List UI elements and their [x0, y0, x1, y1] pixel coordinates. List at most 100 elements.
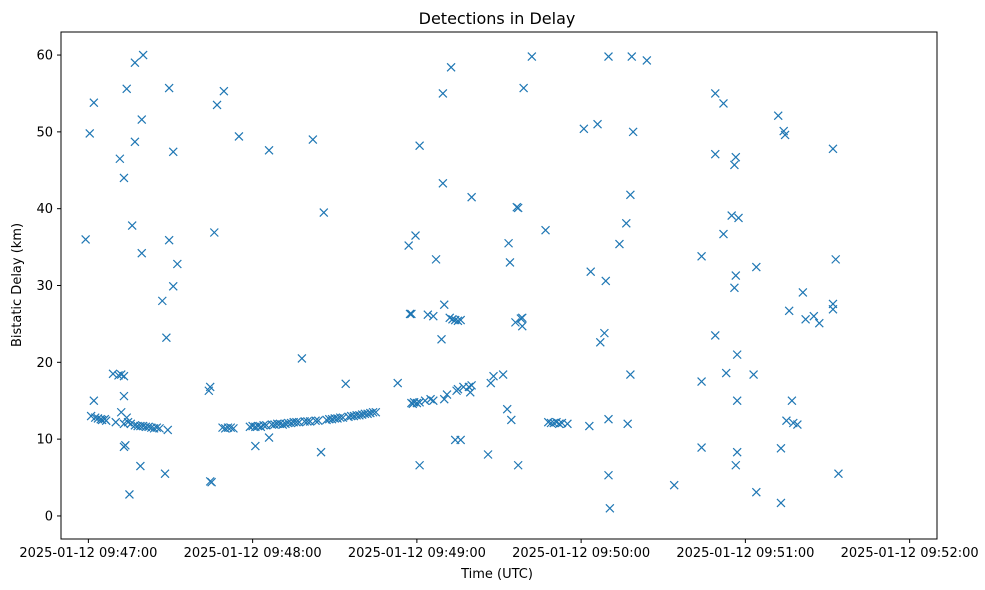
data-point — [814, 318, 824, 328]
data-point — [563, 419, 572, 429]
data-point — [445, 313, 455, 323]
data-point — [137, 248, 147, 258]
data-point — [420, 396, 430, 406]
data-point — [730, 160, 739, 170]
data-point — [335, 413, 345, 423]
data-point — [498, 370, 508, 380]
data-point — [595, 337, 605, 347]
data-point — [502, 404, 512, 414]
y-tick-label: 50 — [36, 125, 53, 140]
data-point — [439, 300, 449, 310]
data-point — [773, 111, 783, 121]
data-point — [749, 370, 759, 380]
data-point — [489, 371, 498, 381]
chart-title: Detections in Delay — [419, 9, 576, 28]
data-point — [437, 334, 446, 344]
data-point — [628, 127, 638, 137]
y-tick-label: 10 — [36, 433, 53, 448]
data-point — [465, 387, 475, 397]
data-point — [311, 416, 321, 426]
data-point — [119, 173, 129, 183]
data-point — [120, 440, 130, 450]
data-point — [431, 254, 441, 264]
data-point — [734, 213, 743, 223]
data-point — [130, 58, 140, 68]
data-point — [446, 62, 456, 72]
y-tick-label: 40 — [36, 202, 53, 217]
data-point — [599, 328, 609, 338]
data-point — [415, 460, 425, 470]
data-point — [152, 423, 162, 433]
data-point — [517, 313, 527, 323]
data-point — [256, 422, 266, 432]
data-point — [798, 287, 808, 297]
y-tick-label: 0 — [45, 509, 53, 524]
x-axis: 2025-01-12 09:47:00 2025-01-12 09:48:00 20… — [19, 539, 979, 561]
data-point — [554, 419, 564, 429]
data-point — [368, 407, 378, 417]
data-point — [108, 369, 118, 379]
y-tick-label: 30 — [36, 279, 53, 294]
data-point — [782, 416, 791, 426]
data-point — [371, 407, 381, 417]
data-point — [155, 423, 164, 433]
data-point — [438, 178, 448, 188]
data-point — [308, 135, 318, 144]
data-point — [341, 379, 351, 389]
data-point — [519, 83, 529, 93]
data-point — [122, 84, 132, 94]
data-point — [625, 370, 635, 380]
plot-area — [81, 50, 843, 513]
data-point — [467, 380, 477, 390]
data-point — [144, 422, 154, 432]
y-tick-label: 60 — [36, 49, 53, 64]
data-point — [428, 311, 438, 321]
data-point — [642, 55, 652, 65]
data-point — [669, 480, 679, 490]
data-point — [111, 417, 121, 427]
data-point — [621, 218, 631, 228]
data-point — [453, 384, 463, 394]
data-point — [579, 124, 589, 134]
data-point — [423, 310, 433, 320]
data-point — [234, 132, 244, 141]
data-point — [828, 304, 838, 314]
data-point — [731, 271, 741, 280]
data-point — [259, 420, 268, 430]
data-point — [209, 228, 219, 237]
data-point — [710, 331, 720, 340]
data-point — [605, 503, 615, 513]
data-point — [486, 378, 496, 388]
data-point — [731, 152, 741, 162]
data-point — [138, 50, 148, 60]
data-point — [467, 192, 477, 202]
data-point — [710, 89, 720, 98]
data-point — [115, 154, 125, 164]
data-point — [448, 314, 457, 324]
x-tick-label: 2025-01-12 09:50:00 — [512, 546, 650, 561]
data-point — [123, 417, 133, 427]
data-point — [527, 52, 537, 62]
data-point — [604, 470, 613, 480]
data-point — [732, 350, 742, 360]
data-point — [511, 317, 520, 327]
data-point — [302, 417, 312, 426]
data-point — [464, 382, 474, 392]
x-tick-label: 2025-01-12 09:48:00 — [184, 546, 322, 561]
data-point — [119, 391, 129, 401]
data-point — [732, 396, 742, 406]
data-point — [593, 119, 602, 129]
data-point — [415, 141, 425, 151]
x-tick-label: 2025-01-12 09:51:00 — [676, 546, 814, 561]
data-point — [504, 238, 514, 248]
data-point — [719, 99, 728, 108]
data-point — [456, 435, 466, 445]
data-point — [442, 390, 452, 400]
data-point — [615, 239, 624, 249]
data-point — [81, 234, 91, 244]
data-point — [116, 370, 126, 380]
data-point — [172, 259, 182, 269]
x-tick-label: 2025-01-12 09:49:00 — [348, 546, 486, 561]
data-point — [264, 433, 274, 443]
data-point — [393, 378, 403, 388]
